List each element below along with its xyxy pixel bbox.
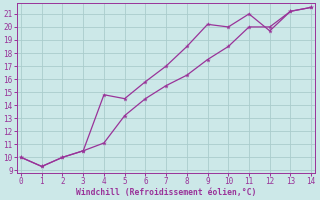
X-axis label: Windchill (Refroidissement éolien,°C): Windchill (Refroidissement éolien,°C) [76,188,256,197]
